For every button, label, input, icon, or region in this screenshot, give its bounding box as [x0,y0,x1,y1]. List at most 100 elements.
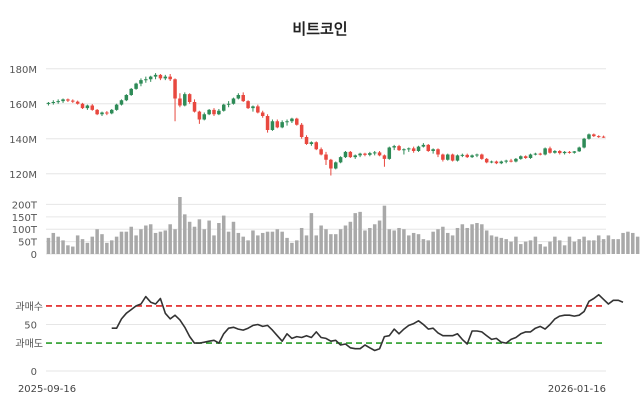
candle-body [587,134,591,139]
candle-body [557,151,562,154]
candle-body [416,146,421,151]
candle-body [299,124,304,137]
candle-body [397,146,401,151]
volume-bar [606,235,611,254]
candle-body [51,102,56,103]
volume-bar [499,237,504,254]
volume-bar [455,227,460,254]
rsi-tick-label: 50 [24,321,37,332]
candle-body [411,148,416,151]
candle-body [514,158,518,162]
volume-bar [329,234,333,254]
candle-body [71,100,75,102]
volume-bar [572,241,577,254]
grid-layer [46,68,606,372]
volume-bar [178,197,182,254]
candle-body [295,118,299,125]
volume-bar [109,240,114,254]
candle-body [66,99,70,101]
volume-bar [187,221,192,254]
candle-body [251,106,255,109]
volume-bar [100,234,104,254]
volume-bar [548,241,552,254]
volume-bar [163,230,168,254]
volume-bar [484,230,489,254]
volume-bar [319,225,323,254]
axis-labels: 120M140M160M180M050T100T150T200T050과매수과매… [9,65,43,378]
volume-bar [251,230,255,254]
candle-body [265,116,270,130]
volume-bar [226,231,231,254]
volume-bar [173,229,177,254]
volume-bar [124,231,129,254]
candle-body [601,136,606,138]
candle-body [402,149,406,151]
candle-body [61,99,65,102]
candle-body [85,105,90,109]
candle-body [256,106,260,113]
candle-body [494,161,499,164]
price-tick-label: 140M [9,135,37,146]
volume-bar [421,239,426,254]
candle-body [221,104,226,111]
volume-bar [134,235,138,254]
candle-body [226,103,231,105]
volume-bar [338,229,343,254]
volume-bar [304,235,309,254]
candle-body [134,83,138,89]
volume-bar [75,235,80,254]
volume-bar [290,242,294,254]
candle-body [572,151,577,153]
volume-bar [445,232,450,254]
candle-body [124,95,129,101]
volume-bar [494,236,499,254]
volume-bar [80,239,85,254]
candle-body [304,137,309,144]
candle-body [173,79,177,99]
volume-bar [533,236,538,254]
volume-bar [411,232,416,254]
candle-body [46,102,51,104]
volume-tick-label: 50T [18,238,38,249]
candle-body [372,152,377,154]
volume-bar [285,237,289,254]
candle-body [460,154,465,156]
candle-body [368,153,372,155]
volume-bar [407,235,411,254]
volume-bar [523,241,528,254]
candle-body [504,160,508,162]
volume-bar [611,239,616,254]
volume-tick-label: 200T [12,200,38,211]
volume-bar [616,239,620,254]
candle-body [338,157,343,163]
volume-bar [343,225,348,254]
candle-body [421,144,426,147]
candle-body [499,161,504,164]
candle-body [148,76,153,80]
volume-bar [397,227,401,254]
candle-body [484,158,489,163]
volume-bar [470,224,474,254]
candle-body [207,109,211,115]
volume-bar [538,244,543,254]
candle-body [270,121,275,130]
volume-bar [46,237,51,254]
volume-bar [475,223,479,254]
volume-bar [460,224,465,254]
candle-body [100,112,104,115]
volume-bar [256,235,260,254]
candle-body [319,149,323,155]
candle-body [470,155,474,158]
volume-bar [480,224,484,254]
candle-body [533,153,538,155]
candle-body [168,76,172,80]
candle-body [567,151,572,153]
candle-body [509,160,513,162]
volume-bar [465,227,469,254]
volume-bar [587,240,591,254]
volume-bar [348,221,353,254]
volume-tick-label: 0 [31,250,37,261]
price-tick-label: 120M [9,170,37,181]
candle-body [519,156,523,159]
